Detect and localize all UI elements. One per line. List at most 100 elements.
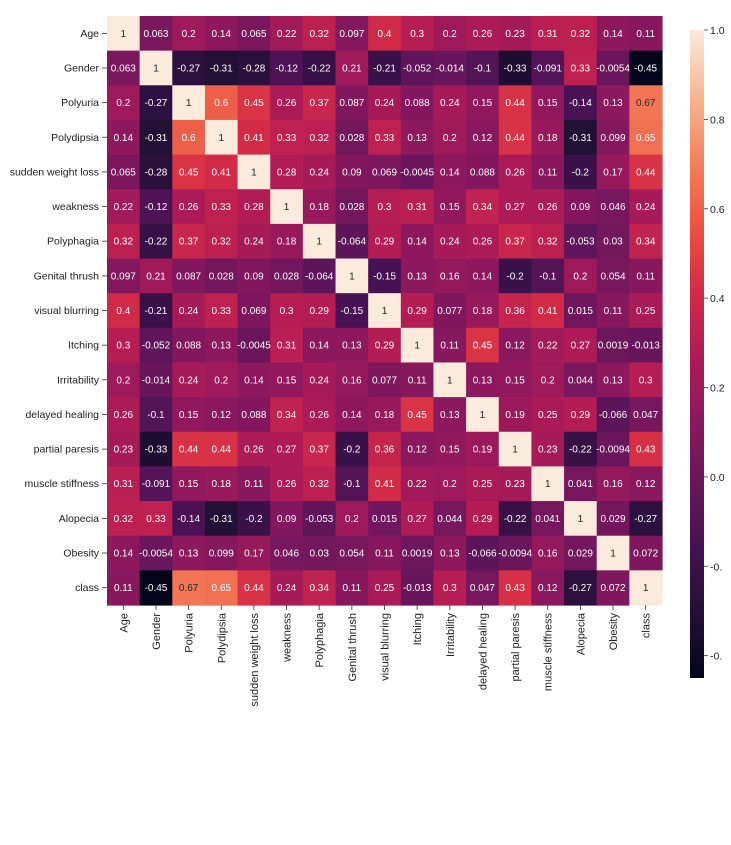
heatmap-cell-value: -0.0045 — [400, 167, 434, 178]
heatmap-cell — [139, 189, 173, 225]
heatmap-cell-value: 0.065 — [111, 167, 136, 178]
heatmap-cell — [335, 397, 369, 433]
heatmap-cell-value: 0.065 — [241, 29, 266, 40]
heatmap-cell — [335, 223, 369, 260]
heatmap-cell — [172, 50, 206, 86]
heatmap-cell-value: 0.029 — [601, 514, 626, 525]
heatmap-cell-value: 0.45 — [179, 167, 199, 178]
heatmap-cell-value: -0.014 — [436, 63, 465, 74]
heatmap-cell — [302, 570, 337, 606]
heatmap-cell — [596, 154, 630, 190]
heatmap-cell-value: 0.23 — [114, 445, 134, 456]
heatmap-cell-value: 1 — [578, 514, 584, 525]
heatmap-cell — [531, 327, 565, 364]
heatmap-cell — [531, 431, 565, 468]
heatmap-cell — [531, 50, 565, 86]
heatmap-cell — [172, 223, 206, 260]
heatmap-cell-value: 0.19 — [473, 445, 493, 456]
heatmap-cell — [107, 362, 141, 398]
heatmap-cell-value: 0.29 — [375, 237, 395, 248]
heatmap-cell-value: 0.2 — [541, 375, 555, 386]
heatmap-cell — [466, 501, 500, 537]
heatmap-cell — [237, 258, 271, 294]
heatmap-cell — [564, 189, 598, 225]
heatmap-cell-value: 0.43 — [636, 445, 656, 456]
x-axis-tick-labels: Age Gender Polyuria Polydipsia sudden weight… — [118, 605, 653, 707]
heatmap-cell — [139, 327, 173, 364]
heatmap-cell-value: 0.37 — [179, 237, 199, 248]
heatmap-cell-value: 0.37 — [309, 98, 329, 109]
heatmap-cell — [172, 258, 206, 294]
heatmap-cell — [335, 189, 369, 225]
heatmap-cell-value: 0.29 — [309, 306, 329, 317]
heatmap-cell — [400, 258, 435, 294]
heatmap-cell-value: -0.064 — [305, 271, 334, 282]
heatmap-cell — [531, 397, 565, 433]
heatmap-cell-value: 0.32 — [571, 29, 591, 40]
heatmap-cell-value: -0.1 — [474, 63, 492, 74]
heatmap-cell-value: 0.3 — [378, 202, 392, 213]
heatmap-cell — [564, 535, 598, 571]
heatmap-cell-value: 0.18 — [309, 202, 329, 213]
heatmap-cell-value: 0.44 — [179, 445, 199, 456]
heatmap-cell — [237, 535, 271, 571]
heatmap-cell-value: 0.041 — [535, 514, 560, 525]
heatmap-cell — [139, 535, 173, 571]
heatmap-cell-value: 0.14 — [407, 237, 427, 248]
heatmap-cell — [237, 16, 271, 52]
heatmap-cell — [629, 16, 663, 52]
heatmap-cell — [400, 535, 435, 571]
heatmap-cell — [564, 85, 598, 121]
heatmap-cell — [596, 189, 630, 225]
heatmap-cell-value: 0.24 — [179, 375, 199, 386]
x-tick-label: Polyphagia — [314, 612, 326, 667]
heatmap-cell-value: -0.31 — [210, 514, 233, 525]
heatmap-cell-value: 0.24 — [636, 202, 656, 213]
heatmap-cell-value: 0.088 — [405, 98, 430, 109]
heatmap-cell — [139, 362, 173, 398]
heatmap-cell — [400, 189, 435, 225]
heatmap-cell — [368, 327, 402, 364]
heatmap-cell-value: -0.22 — [145, 237, 168, 248]
heatmap-cell-value: 0.044 — [437, 514, 462, 525]
heatmap-cell — [400, 501, 435, 537]
heatmap-cell — [368, 293, 402, 329]
heatmap-cell — [400, 362, 435, 398]
heatmap-cell-value: 0.046 — [601, 202, 626, 213]
heatmap-cell — [302, 16, 337, 52]
heatmap-cell-value: 0.063 — [143, 29, 168, 40]
heatmap-cell-value: 0.37 — [505, 237, 525, 248]
heatmap-cell — [302, 535, 337, 571]
heatmap-cell-value: 0.13 — [440, 410, 460, 421]
heatmap-cell — [302, 501, 337, 537]
heatmap-cell — [466, 85, 500, 121]
heatmap-cell-value: 0.25 — [538, 410, 558, 421]
heatmap-cell — [204, 50, 239, 86]
colorbar-tick-label: -0. — [710, 561, 722, 573]
heatmap-cell — [204, 501, 239, 537]
heatmap-cell-value: -0.27 — [177, 63, 200, 74]
heatmap-cell-value: 0.09 — [244, 271, 264, 282]
heatmap-cell — [368, 501, 402, 537]
heatmap-cell-value: 0.34 — [473, 202, 493, 213]
heatmap-cell-value: 0.088 — [241, 410, 266, 421]
x-tick-label: visual blurring — [380, 613, 392, 681]
heatmap-cell-value: -0.15 — [373, 271, 396, 282]
heatmap-cell — [368, 154, 402, 190]
heatmap-cell-value: 0.24 — [244, 237, 264, 248]
heatmap-cell — [596, 258, 630, 294]
heatmap-cell — [335, 327, 369, 364]
heatmap-cell — [139, 119, 173, 156]
heatmap-cell-value: 0.028 — [339, 202, 364, 213]
heatmap-cell-value: -0.013 — [403, 583, 432, 594]
heatmap-cell-value: 1 — [610, 549, 616, 560]
heatmap-cell — [270, 431, 304, 468]
heatmap-cell — [433, 223, 467, 260]
heatmap-cell — [368, 258, 402, 294]
heatmap-cell-value: 0.3 — [280, 306, 294, 317]
heatmap-cell — [629, 85, 663, 121]
heatmap-cell — [596, 293, 630, 329]
heatmap-cell-value: 0.33 — [146, 514, 166, 525]
heatmap-cell — [564, 154, 598, 190]
heatmap-cell — [172, 189, 206, 225]
